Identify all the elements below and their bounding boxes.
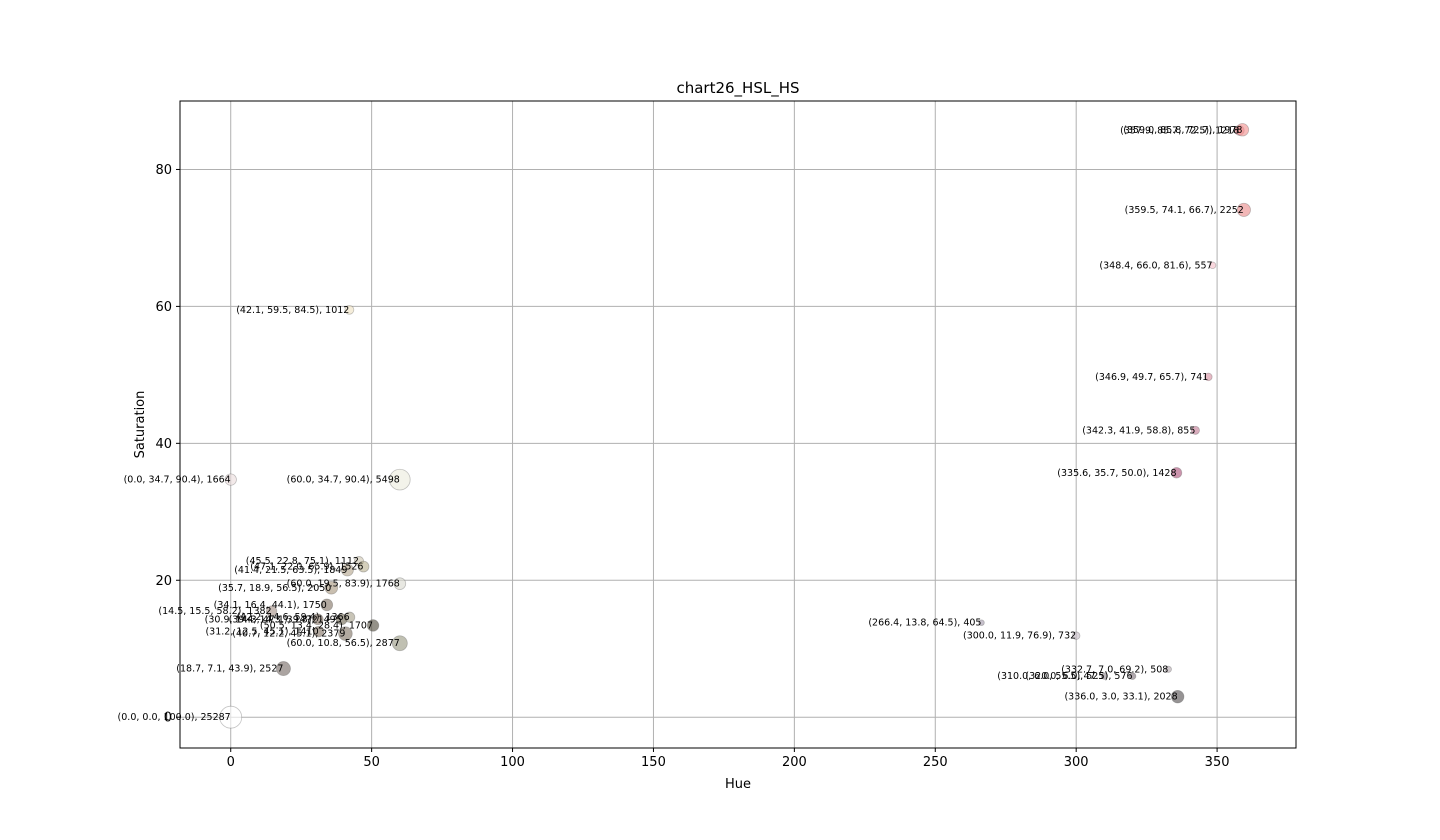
data-point-label: (47.1, 22.0, 65.9), 1526 [250, 562, 363, 573]
data-point-label: (359.5, 74.1, 66.7), 2252 [1125, 205, 1244, 216]
x-tick-label: 350 [1205, 755, 1230, 770]
data-point [1190, 425, 1200, 435]
point-labels: (0.0, 0.0, 100.0), 25287 (357.9, 85.7, 72… [118, 125, 1244, 723]
plot-area-frame [179, 100, 1297, 749]
data-point-label: (357.9, 85.7, 72.5), 1218 [1120, 125, 1239, 136]
data-point-label: (336.0, 3.0, 33.1), 2028 [1064, 692, 1177, 703]
data-point [978, 619, 985, 626]
data-point [312, 625, 325, 638]
data-point-label: (34.1, 16.4, 44.1), 1750 [214, 600, 327, 611]
data-point-label: (39.4, 14.3, 39.3), 1495 [229, 614, 342, 625]
data-point [1204, 372, 1213, 382]
data-point [219, 705, 243, 729]
data-point-label: (300.0, 11.9, 76.9), 732 [963, 631, 1076, 642]
data-point [335, 613, 348, 626]
y-tick-label: 0 [164, 711, 172, 726]
data-point [1208, 261, 1217, 270]
data-point [357, 560, 370, 573]
data-point [1100, 672, 1108, 680]
x-tick-label: 0 [227, 755, 235, 770]
data-point-label: (320.0, 6.0, 47.5), 576 [1025, 671, 1132, 682]
data-point-label: (310.0, 6.0, 55.5), 525 [997, 671, 1104, 682]
x-tick-label: 250 [923, 755, 948, 770]
x-tick-label: 100 [500, 755, 525, 770]
chart-title: chart26_HSL_HS [676, 79, 799, 98]
data-point-label: (332.7, 7.0, 69.2), 508 [1061, 664, 1168, 675]
y-tick-label: 20 [155, 574, 172, 589]
y-tick-label: 80 [155, 163, 172, 178]
data-point [393, 577, 407, 590]
data-point [340, 563, 354, 577]
data-point [344, 304, 355, 315]
data-point-label: (266.4, 13.8, 64.5), 405 [868, 618, 981, 629]
data-point [391, 635, 408, 652]
x-axis-label: Hue [725, 777, 751, 792]
data-point-label: (60.0, 34.7, 90.4), 5498 [287, 475, 400, 486]
data-point-label: (342.3, 41.9, 58.8), 855 [1082, 425, 1195, 436]
data-point-label: (335.6, 35.7, 50.0), 1428 [1057, 468, 1176, 479]
data-point [224, 473, 237, 486]
data-points [219, 123, 1251, 729]
data-point-label: (41.4, 21.5, 63.5), 1849 [234, 565, 347, 576]
data-point-label: (30.9, 14.3, 47.1), 1472 [205, 614, 318, 625]
x-tick-label: 200 [782, 755, 807, 770]
data-point-label: (45.5, 22.8, 75.1), 1112 [246, 556, 359, 567]
data-point-label: (40.7, 12.2, 45.1), 2379 [232, 629, 345, 640]
grid-lines [180, 101, 1296, 748]
y-axis-label: Saturation [133, 391, 148, 459]
data-point [366, 619, 380, 632]
data-point-label: (35.7, 18.9, 56.5), 2050 [218, 583, 331, 594]
data-point [389, 468, 411, 491]
data-point-label: (348.4, 66.0, 81.6), 557 [1099, 260, 1212, 271]
data-point [1235, 123, 1250, 137]
data-point [338, 626, 353, 641]
axis-ticks: 0 50 100 150 200 250 300 350 0 20 40 60 80 [155, 163, 1229, 770]
data-point-label: (0.0, 0.0, 100.0), 25287 [118, 712, 231, 723]
data-point [275, 661, 291, 677]
x-tick-label: 300 [1064, 755, 1089, 770]
data-point [320, 598, 334, 612]
y-tick-label: 40 [155, 437, 172, 452]
data-point [1164, 665, 1172, 673]
data-point [312, 613, 324, 626]
data-point [1071, 631, 1081, 640]
data-point-label: (42.1, 59.5, 84.5), 1012 [236, 305, 349, 316]
data-point [1170, 689, 1185, 704]
data-point-label: (359.0, 85.8, 72.7), 1978 [1123, 125, 1242, 136]
data-point-label: (31.2, 12.5, 45.1), 1410 [205, 627, 318, 638]
data-point-label: (346.9, 49.7, 65.7), 741 [1095, 372, 1208, 383]
x-tick-label: 150 [641, 755, 666, 770]
data-point-label: (0.0, 34.7, 90.4), 1664 [124, 475, 231, 486]
data-point-label: (18.7, 7.1, 43.9), 2527 [176, 664, 283, 675]
data-point-label: (60.0, 19.5, 83.9), 1768 [287, 579, 400, 590]
data-point [1170, 467, 1183, 479]
data-point [1236, 202, 1251, 217]
y-tick-label: 60 [155, 300, 172, 315]
data-point-label: (14.5, 15.5, 58.2), 1382 [158, 606, 271, 617]
x-tick-label: 50 [363, 755, 380, 770]
data-point-label: (60.0, 10.8, 56.5), 2877 [287, 638, 400, 649]
data-point [1128, 672, 1137, 680]
data-point-label: (50.5, 13.4, 28.4), 1707 [260, 620, 373, 631]
data-point [324, 581, 339, 595]
data-point-label: (42.2, 14.6, 59.4), 1366 [236, 612, 349, 623]
data-point [265, 605, 278, 617]
